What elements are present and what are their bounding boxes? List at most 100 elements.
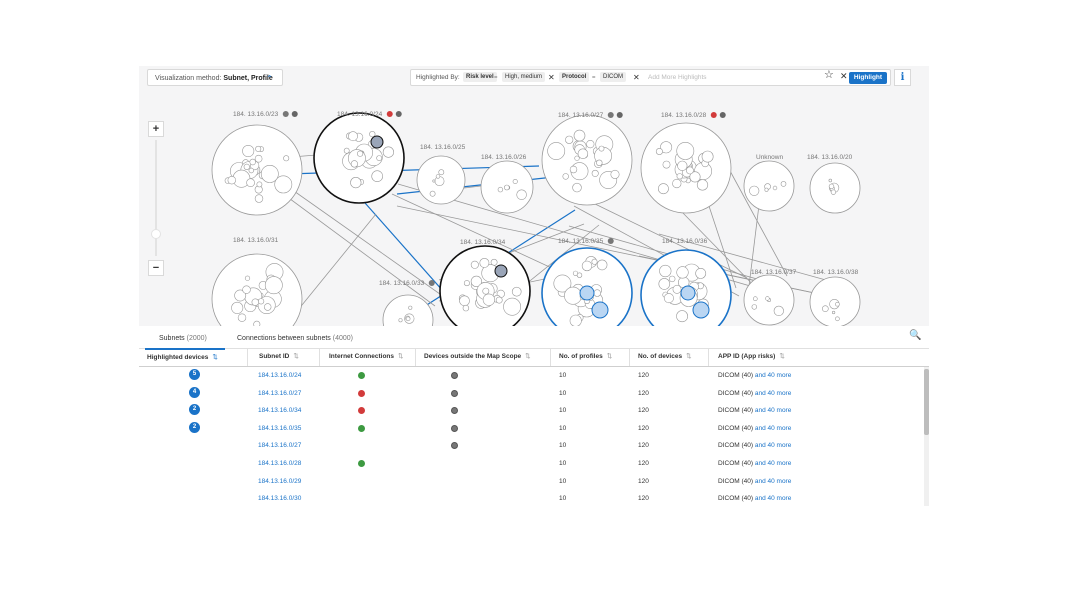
profile-circle[interactable] xyxy=(246,178,255,187)
highlighted-profile-circle[interactable] xyxy=(591,301,609,319)
profile-circle[interactable] xyxy=(254,154,263,163)
profile-circle[interactable] xyxy=(677,160,688,171)
subnet-node[interactable]: 184. 13.16.0/24 xyxy=(313,111,405,204)
profile-circle[interactable] xyxy=(251,298,260,306)
profile-circle[interactable] xyxy=(248,167,255,174)
profile-circle[interactable] xyxy=(369,130,376,138)
subnet-id-link[interactable]: 184.13.16.0/28 xyxy=(258,460,302,467)
scrollbar-thumb[interactable] xyxy=(924,369,929,435)
profile-circle[interactable] xyxy=(438,169,445,176)
profile-circle[interactable] xyxy=(482,293,496,306)
profile-circle[interactable] xyxy=(821,305,829,312)
subnet-node[interactable]: 184. 13.16.0/36 xyxy=(640,238,732,326)
profile-circle[interactable] xyxy=(676,266,689,279)
profile-circle[interactable] xyxy=(576,272,583,278)
subnet-id-link[interactable]: 184.13.16.0/27 xyxy=(258,442,302,450)
subnet-connection-line[interactable] xyxy=(681,211,765,297)
chip-risk-level-value[interactable]: High, medium xyxy=(502,72,546,82)
sort-icon[interactable]: ⇅ xyxy=(212,354,218,361)
profile-circle[interactable] xyxy=(596,159,603,167)
profile-circle[interactable] xyxy=(655,148,663,156)
profile-circle[interactable] xyxy=(780,181,787,187)
profile-circle[interactable] xyxy=(695,267,707,279)
close-icon[interactable]: ✕ xyxy=(548,73,555,82)
profile-circle[interactable] xyxy=(828,183,835,190)
profile-circle[interactable] xyxy=(828,178,832,183)
profile-circle[interactable] xyxy=(429,190,436,197)
profile-circle[interactable] xyxy=(593,289,601,297)
profile-circle[interactable] xyxy=(343,147,350,154)
profile-circle[interactable] xyxy=(752,296,758,301)
search-icon[interactable]: 🔍 xyxy=(909,330,922,341)
table-row[interactable]: 184.13.16.0/28 10 120 DICOM (40) and 40 mor… xyxy=(139,455,919,473)
subnet-connection-line[interactable] xyxy=(658,233,845,286)
profile-circle[interactable] xyxy=(376,155,383,161)
subnet-connection-line[interactable] xyxy=(748,204,760,287)
profile-circle[interactable] xyxy=(569,165,578,174)
subnet-node[interactable]: Unknown xyxy=(743,154,795,212)
profile-circle[interactable] xyxy=(253,320,261,326)
subnet-connection-line[interactable] xyxy=(728,168,788,277)
chip-protocol-key[interactable]: Protocol xyxy=(559,72,590,82)
subnet-id-link[interactable]: 184.13.16.0/30 xyxy=(258,495,302,503)
profile-circle[interactable] xyxy=(658,278,671,290)
visualization-method-dropdown[interactable]: Visualization method: Subnet, Profile ⌃ xyxy=(147,69,283,86)
subnet-id-link[interactable]: 184.13.16.0/34 xyxy=(258,407,302,415)
profile-circle[interactable] xyxy=(254,194,264,203)
profile-circle[interactable] xyxy=(260,165,279,183)
profile-circle[interactable] xyxy=(459,295,470,307)
highlighted-profile-circle[interactable] xyxy=(370,135,384,149)
subnet-map[interactable]: 184. 13.16.0/23 184. 13.16.0/24 184. 13.16… xyxy=(139,66,929,326)
profile-circle[interactable] xyxy=(689,171,701,183)
profile-circle[interactable] xyxy=(572,182,582,193)
profile-circle[interactable] xyxy=(830,189,837,195)
profile-circle[interactable] xyxy=(663,293,674,304)
profile-circle[interactable] xyxy=(255,145,262,152)
profile-circle[interactable] xyxy=(701,150,714,163)
subnet-node[interactable]: 184. 13.16.0/27 xyxy=(541,112,633,206)
profile-circle[interactable] xyxy=(658,183,669,195)
profile-circle[interactable] xyxy=(371,170,383,182)
profile-circle[interactable] xyxy=(764,187,769,192)
zoom-in-button[interactable]: + xyxy=(148,121,164,137)
profile-circle[interactable] xyxy=(432,179,436,183)
profile-circle[interactable] xyxy=(511,286,522,297)
profile-circle[interactable] xyxy=(283,155,290,162)
profile-circle[interactable] xyxy=(553,274,572,293)
profile-circle[interactable] xyxy=(835,316,840,322)
profile-circle[interactable] xyxy=(751,304,757,310)
subnet-circle[interactable] xyxy=(541,114,633,206)
subnet-node[interactable]: 184. 13.16.0/31 xyxy=(211,237,303,326)
profile-circle[interactable] xyxy=(574,155,580,161)
zoom-slider-handle[interactable] xyxy=(151,229,161,239)
table-row[interactable]: 184.13.16.0/30 10 120 DICOM (40) and 40 mor… xyxy=(139,490,919,506)
profile-circle[interactable] xyxy=(565,135,574,144)
subnet-node[interactable]: 184. 13.16.0/26 xyxy=(480,154,534,214)
profile-circle[interactable] xyxy=(596,259,608,271)
app-more-link[interactable]: and 40 more xyxy=(754,495,792,503)
table-scrollbar[interactable] xyxy=(924,367,929,506)
profile-circle[interactable] xyxy=(479,257,490,268)
profile-circle[interactable] xyxy=(495,296,503,304)
subnet-id-link[interactable]: 184.13.16.0/29 xyxy=(258,477,302,485)
subnet-node[interactable]: 184. 13.16.0/33 xyxy=(379,280,435,326)
profile-circle[interactable] xyxy=(234,289,247,302)
profile-circle[interactable] xyxy=(237,313,247,322)
profile-circle[interactable] xyxy=(772,185,778,191)
profile-circle[interactable] xyxy=(350,160,358,168)
profile-circle[interactable] xyxy=(591,258,598,265)
subnet-connection-line[interactable] xyxy=(568,225,765,282)
sort-icon[interactable]: ⇅ xyxy=(525,353,531,360)
zoom-slider-track[interactable] xyxy=(155,140,157,256)
subnet-connection-line[interactable] xyxy=(706,199,737,289)
profile-circle[interactable] xyxy=(274,175,293,194)
profile-circle[interactable] xyxy=(668,275,676,283)
app-more-link[interactable]: and 40 more xyxy=(754,442,792,450)
clear-icon[interactable]: ✕ xyxy=(840,71,848,81)
column-header-devices[interactable]: No. of devices ⇅ xyxy=(629,348,692,366)
app-more-link[interactable]: and 40 more xyxy=(754,389,792,397)
subnet-map-canvas[interactable]: 184. 13.16.0/23 184. 13.16.0/24 184. 13.16… xyxy=(139,66,929,326)
profile-circle[interactable] xyxy=(662,160,671,169)
profile-circle[interactable] xyxy=(569,314,582,326)
subnet-connection-line[interactable] xyxy=(391,193,570,277)
